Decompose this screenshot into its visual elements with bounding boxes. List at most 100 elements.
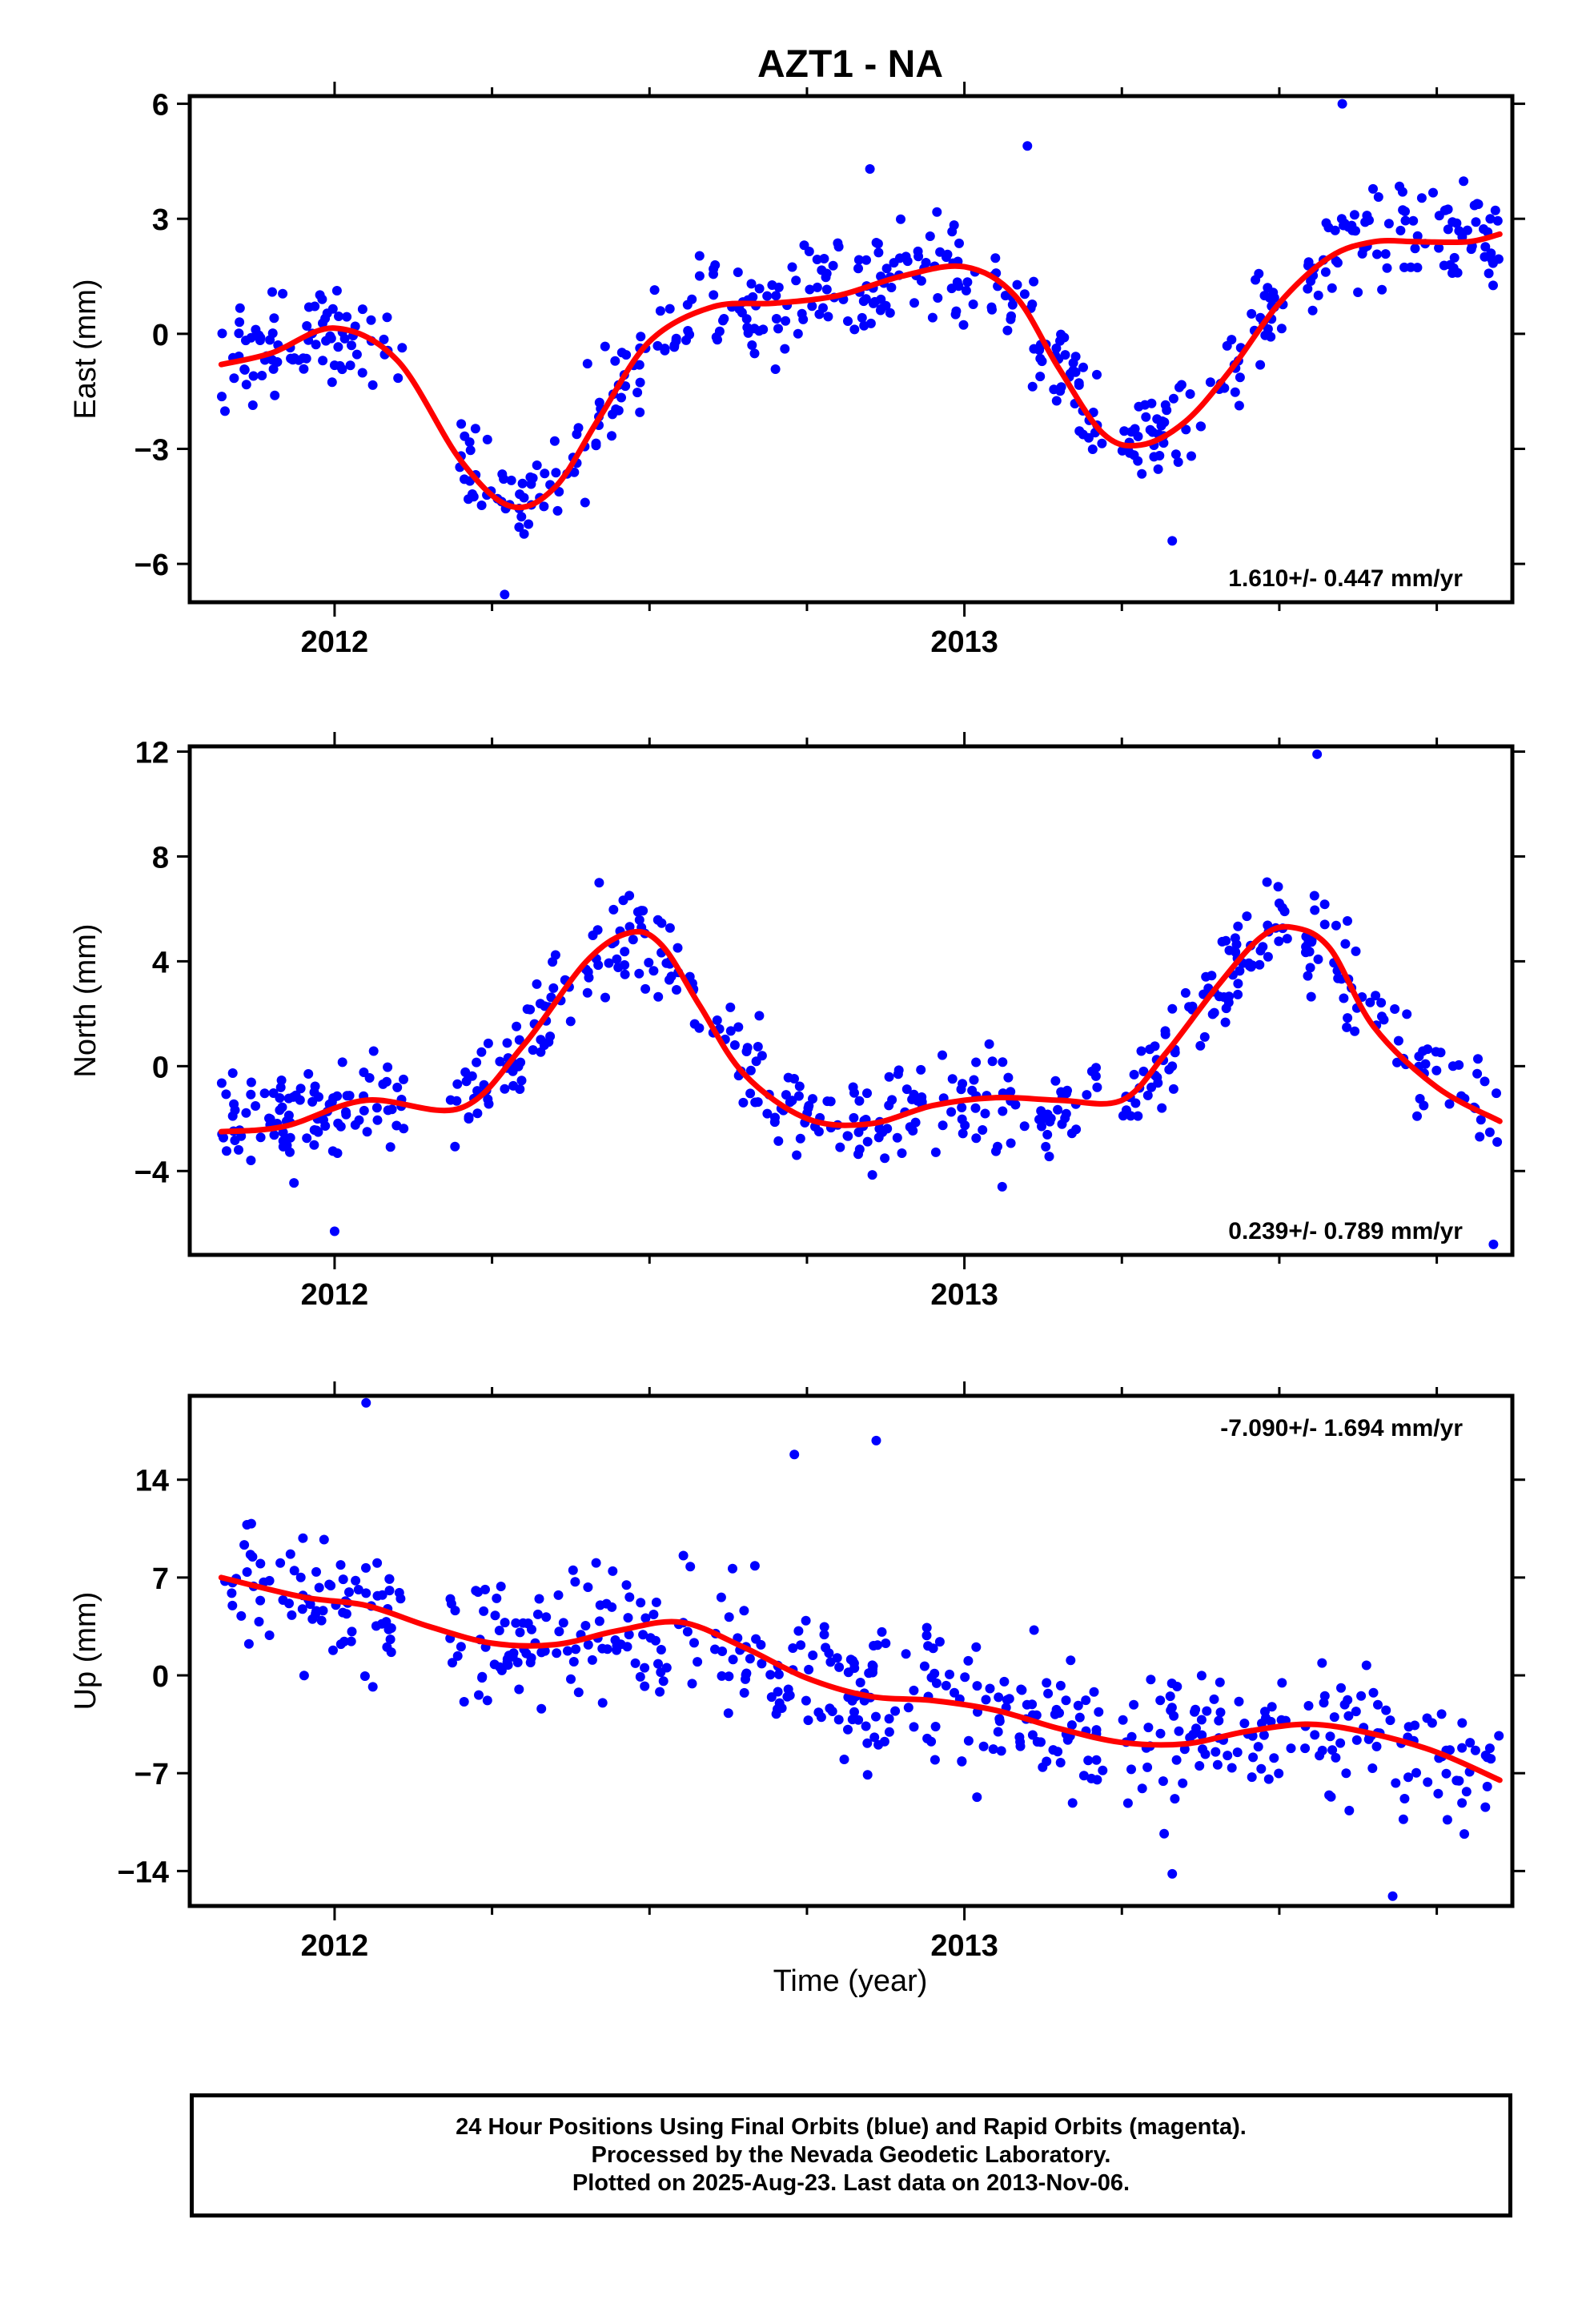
data-point <box>950 1687 959 1698</box>
data-point <box>608 1566 618 1576</box>
data-point <box>774 1698 785 1708</box>
data-point <box>568 1565 578 1575</box>
data-point <box>310 1081 320 1092</box>
data-point <box>909 1722 919 1732</box>
data-point <box>1480 1802 1491 1812</box>
data-point <box>1155 1695 1166 1706</box>
data-point <box>396 1594 406 1604</box>
data-point <box>1126 427 1137 437</box>
data-point <box>461 1076 472 1087</box>
data-point <box>1475 1132 1485 1142</box>
data-point <box>1166 1703 1177 1713</box>
data-point <box>961 285 971 296</box>
data-point <box>1317 1745 1327 1755</box>
data-point <box>327 304 338 314</box>
data-point <box>653 991 664 1002</box>
data-point <box>546 992 556 1003</box>
data-point <box>1442 1815 1452 1825</box>
data-point <box>685 1562 696 1572</box>
data-point <box>452 1651 463 1661</box>
data-point <box>801 1615 811 1626</box>
data-point <box>235 317 245 328</box>
data-point <box>1173 457 1183 467</box>
data-point <box>931 1678 942 1688</box>
data-point <box>952 277 962 287</box>
data-point <box>1234 400 1244 411</box>
data-point <box>597 1698 608 1708</box>
data-point <box>295 1572 306 1582</box>
x-tick-label: 2013 <box>930 1929 998 1963</box>
data-point <box>587 1655 597 1665</box>
data-point <box>1195 1761 1205 1771</box>
data-point <box>311 340 321 350</box>
data-point <box>299 364 309 374</box>
data-point <box>1340 939 1351 949</box>
data-point <box>1230 387 1240 397</box>
data-point <box>919 1661 930 1671</box>
data-point <box>558 1618 568 1628</box>
data-point <box>835 1142 845 1152</box>
data-point <box>353 1585 363 1594</box>
y-tick-label: 6 <box>152 89 169 123</box>
data-point <box>591 1558 601 1568</box>
east-frame <box>187 94 1515 605</box>
data-point <box>1055 336 1065 346</box>
data-point <box>236 1610 247 1621</box>
data-point <box>1091 1063 1101 1073</box>
data-point <box>1376 998 1387 1008</box>
data-point <box>1337 99 1347 109</box>
data-point <box>1408 215 1419 226</box>
data-point <box>1212 1759 1223 1770</box>
data-point <box>814 309 825 320</box>
data-point <box>1485 214 1496 224</box>
data-point <box>644 958 654 967</box>
data-point <box>1042 1129 1053 1140</box>
y-tick-label: −6 <box>135 549 169 582</box>
data-point <box>871 1711 881 1722</box>
data-point <box>1385 1715 1395 1726</box>
data-point <box>1313 954 1323 964</box>
data-point <box>825 1703 835 1714</box>
data-point <box>880 1153 890 1164</box>
data-point <box>849 1707 859 1717</box>
data-point <box>580 1621 591 1630</box>
data-point <box>1428 187 1438 198</box>
data-point <box>1055 386 1066 396</box>
data-point <box>241 380 251 390</box>
data-point <box>338 1574 348 1585</box>
data-point <box>1215 1677 1225 1687</box>
data-point <box>1472 1068 1483 1079</box>
data-point <box>1050 1076 1061 1086</box>
data-point <box>1387 1891 1398 1901</box>
data-point <box>502 1038 512 1048</box>
data-point <box>1142 1762 1153 1772</box>
data-point <box>1414 1051 1424 1062</box>
data-point <box>868 298 878 308</box>
data-point <box>594 878 604 888</box>
data-point <box>628 935 638 945</box>
y-tick-label: 7 <box>152 1562 169 1596</box>
data-point <box>749 348 760 359</box>
data-point <box>733 267 743 277</box>
data-point <box>963 1655 974 1666</box>
data-point <box>460 431 470 441</box>
data-point <box>1141 412 1151 422</box>
data-point <box>739 1687 749 1698</box>
data-point <box>843 1724 853 1735</box>
data-point <box>241 336 251 346</box>
data-point <box>1006 1087 1016 1097</box>
data-point <box>1029 276 1039 287</box>
data-point <box>548 983 559 993</box>
data-point <box>512 1021 522 1031</box>
data-point <box>750 1097 761 1108</box>
data-point <box>855 1678 865 1687</box>
data-point <box>728 1655 738 1665</box>
data-point <box>1027 300 1038 309</box>
data-point <box>1303 971 1313 981</box>
data-point <box>1094 1707 1104 1717</box>
data-point <box>259 1577 269 1587</box>
data-point <box>227 1068 238 1078</box>
panel-up: −14 −7 0 7 14 2012 2013 Up (mm) -7.090+/- 1.69… <box>69 1381 1525 1963</box>
data-point <box>549 436 560 446</box>
data-point <box>516 512 527 522</box>
